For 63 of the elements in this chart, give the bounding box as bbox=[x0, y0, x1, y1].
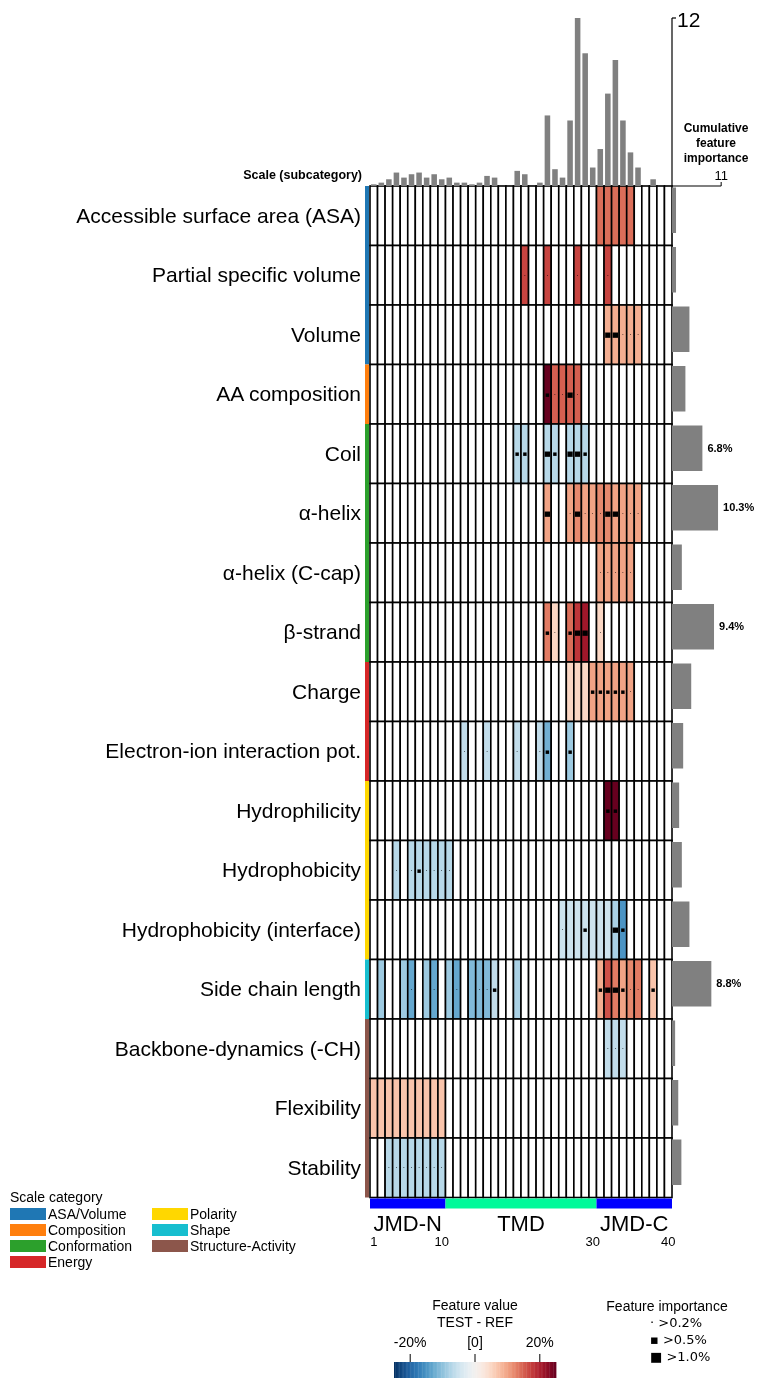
y-tick-label: AA composition bbox=[216, 382, 361, 406]
bar bbox=[484, 175, 490, 186]
text: Conformation bbox=[48, 1238, 133, 1254]
text: ■ >1.0% bbox=[650, 1349, 711, 1364]
y-tick-label: Coil bbox=[324, 441, 361, 465]
text: Feature importance bbox=[606, 1298, 728, 1314]
bar bbox=[431, 174, 437, 186]
text: 12 bbox=[677, 8, 701, 31]
bar bbox=[416, 172, 422, 186]
bar bbox=[454, 182, 460, 186]
x-tick-label: 30 bbox=[585, 1233, 600, 1249]
x-tick-label: 40 bbox=[660, 1233, 676, 1249]
text: ▪ >0.5% bbox=[650, 1332, 707, 1347]
y-tick-label: Flexibility bbox=[274, 1096, 362, 1120]
y-tick-label: Partial specific volume bbox=[152, 263, 361, 287]
y-tick-label: Backbone-dynamics (-CH) bbox=[114, 1036, 361, 1060]
data-label: 6.8% bbox=[707, 441, 733, 454]
text: Scale category bbox=[10, 1189, 103, 1205]
x-tick-label: 10 bbox=[434, 1233, 449, 1249]
bar bbox=[537, 182, 543, 186]
y-axis-title: Scale (subcategory) bbox=[243, 168, 362, 182]
y-tick-label: Volume bbox=[290, 322, 361, 346]
bar bbox=[438, 179, 445, 186]
text: Structure-Activity bbox=[190, 1238, 296, 1254]
bar bbox=[552, 169, 558, 186]
text: · >0.2% bbox=[650, 1315, 703, 1330]
text: Composition bbox=[48, 1222, 126, 1238]
bar bbox=[635, 167, 641, 186]
text: ASA/Volume bbox=[48, 1206, 127, 1222]
y-tick-label: Hydrophobicity bbox=[222, 858, 362, 882]
y-tick-label: Stability bbox=[287, 1155, 362, 1179]
text: JMD-N bbox=[373, 1210, 442, 1236]
bar bbox=[386, 179, 392, 186]
x-tick-label: 1 bbox=[370, 1233, 378, 1249]
y-tick-label: α-helix (C-cap) bbox=[222, 560, 361, 584]
bar bbox=[401, 177, 407, 186]
y-tick-label: β-strand bbox=[283, 620, 361, 644]
text: Energy bbox=[48, 1254, 93, 1270]
color-bar-title: Feature value TEST - REF bbox=[432, 1297, 519, 1330]
text: TMD bbox=[497, 1210, 545, 1236]
bar bbox=[514, 170, 520, 186]
color-bar-label: [0] bbox=[467, 1334, 483, 1350]
data-label: 8.8% bbox=[716, 977, 742, 990]
text: Shape bbox=[190, 1222, 231, 1238]
text: Polarity bbox=[190, 1206, 237, 1222]
color-bar-label: 20% bbox=[525, 1334, 554, 1350]
data-label: 9.4% bbox=[719, 620, 745, 633]
x-tick-label: 11 bbox=[714, 168, 728, 183]
bar bbox=[522, 174, 528, 186]
color-bar-label: -20% bbox=[393, 1334, 427, 1350]
data-label: 10.3% bbox=[723, 501, 755, 514]
y-tick-label: Electron-ion interaction pot. bbox=[105, 739, 361, 763]
y-tick-label: Charge bbox=[292, 679, 361, 703]
bar bbox=[650, 179, 656, 186]
bar bbox=[408, 174, 415, 186]
y-tick-label: Hydrophobicity (interface) bbox=[121, 917, 361, 941]
bar bbox=[589, 167, 596, 186]
y-tick-label: α-helix bbox=[298, 501, 362, 525]
y-tick-label: Side chain length bbox=[199, 977, 361, 1001]
y-tick-label: Accessible surface area (ASA) bbox=[76, 203, 361, 227]
text: JMD-C bbox=[600, 1210, 669, 1236]
y-tick-label: Hydrophilicity bbox=[236, 798, 362, 822]
x-axis-title: Cumulative feature importance bbox=[683, 121, 749, 165]
